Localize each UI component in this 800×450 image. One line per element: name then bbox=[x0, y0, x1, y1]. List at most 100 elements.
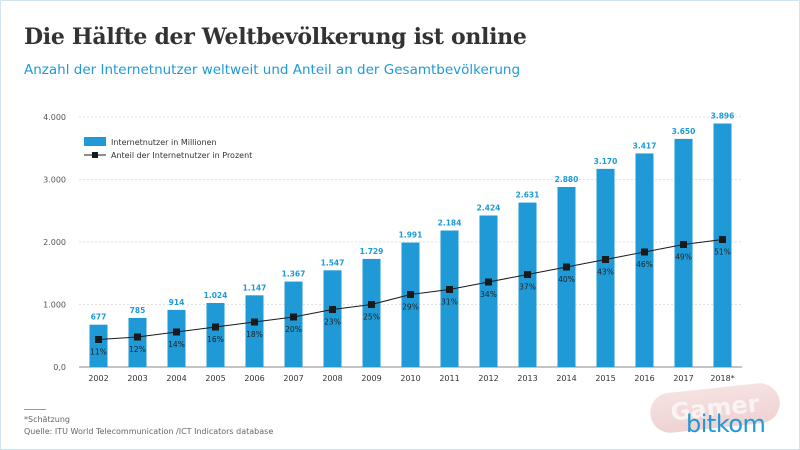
bar bbox=[362, 258, 381, 367]
line-marker bbox=[680, 241, 687, 248]
y-tick-label: 2.000 bbox=[43, 238, 66, 247]
line-marker bbox=[251, 318, 258, 326]
line-marker bbox=[446, 286, 453, 293]
x-tick-label: 2014 bbox=[556, 374, 576, 383]
bar-value-label: 3.170 bbox=[594, 157, 618, 166]
bar-value-label: 2.424 bbox=[477, 204, 501, 213]
x-tick-label: 2011 bbox=[439, 374, 459, 383]
line-marker bbox=[641, 248, 648, 256]
bar-value-label: 2.631 bbox=[516, 191, 540, 200]
x-tick-label: 2016 bbox=[634, 374, 654, 383]
bar bbox=[674, 138, 693, 367]
bar-value-label: 3.650 bbox=[672, 127, 696, 136]
bar-value-label: 1.024 bbox=[204, 291, 228, 300]
line-layer bbox=[95, 236, 726, 343]
footnote-rule bbox=[24, 409, 46, 410]
legend-line-marker bbox=[92, 152, 98, 158]
bar-value-label: 1.547 bbox=[321, 258, 345, 267]
percent-label: 12% bbox=[129, 345, 146, 354]
percent-label: 49% bbox=[675, 253, 692, 262]
x-tick-label: 2003 bbox=[127, 374, 147, 383]
footnote: *Schätzung Quelle: ITU World Telecommuni… bbox=[24, 414, 273, 438]
percent-label: 31% bbox=[441, 298, 458, 307]
bar bbox=[557, 187, 576, 367]
x-tick-label: 2013 bbox=[517, 374, 537, 383]
legend: Internetnutzer in Millionen Anteil der I… bbox=[84, 137, 252, 160]
bar-value-label: 914 bbox=[169, 298, 185, 307]
x-tick-label: 2018* bbox=[710, 374, 734, 383]
percent-label: 34% bbox=[480, 290, 497, 299]
bar-value-label: 785 bbox=[130, 306, 146, 315]
bar-value-label: 3.896 bbox=[711, 112, 735, 121]
line-marker bbox=[290, 313, 297, 321]
legend-line-label: Anteil der Internetnutzer in Prozent bbox=[111, 151, 252, 160]
x-tick-label: 2004 bbox=[166, 374, 186, 383]
x-tick-label: 2012 bbox=[478, 374, 498, 383]
bar bbox=[89, 324, 108, 367]
percent-label: 51% bbox=[714, 248, 731, 257]
x-tick-label: 2010 bbox=[400, 374, 420, 383]
percent-label: 14% bbox=[168, 340, 185, 349]
bar-value-label: 2.184 bbox=[438, 219, 462, 228]
line-marker bbox=[368, 301, 375, 308]
percent-label: 46% bbox=[636, 260, 653, 269]
bar-value-label: 2.880 bbox=[555, 175, 579, 184]
line-marker bbox=[407, 291, 414, 298]
percent-label: 20% bbox=[285, 325, 302, 334]
bar-value-label: 1.729 bbox=[360, 247, 384, 256]
line-marker bbox=[95, 336, 102, 343]
page-subtitle: Anzahl der Internetnutzer weltweit und A… bbox=[24, 62, 521, 78]
bar bbox=[440, 230, 459, 367]
percent-label: 43% bbox=[597, 268, 614, 277]
line-marker bbox=[563, 263, 570, 271]
footnote-estimate: *Schätzung bbox=[24, 415, 71, 424]
bar-value-label: 1.367 bbox=[282, 270, 306, 279]
bar bbox=[713, 123, 732, 367]
percent-label: 18% bbox=[246, 330, 263, 339]
percent-label: 16% bbox=[207, 335, 224, 344]
bar-value-label: 3.417 bbox=[633, 141, 657, 150]
line-marker bbox=[134, 333, 141, 341]
bar bbox=[635, 153, 654, 367]
x-tick-label: 2002 bbox=[88, 374, 108, 383]
bar-value-label: 1.991 bbox=[399, 231, 423, 240]
percent-label: 25% bbox=[363, 313, 380, 322]
label-layer: 677 785 914 1.024 1.147 1.367 1.547 1.729 1.991 2… bbox=[90, 112, 734, 357]
line-marker bbox=[212, 323, 219, 331]
line-marker bbox=[329, 306, 336, 313]
x-tick-label: 2005 bbox=[205, 374, 225, 383]
line-marker bbox=[719, 236, 726, 243]
percent-label: 37% bbox=[519, 283, 536, 292]
percent-label: 40% bbox=[558, 275, 575, 284]
bar-value-label: 1.147 bbox=[243, 283, 267, 292]
bar bbox=[245, 295, 264, 367]
legend-bar-swatch bbox=[84, 137, 106, 146]
bar bbox=[518, 202, 537, 367]
footnote-source: Quelle: ITU World Telecommunication /ICT… bbox=[24, 427, 274, 436]
bar bbox=[206, 303, 225, 367]
x-tick-label: 2008 bbox=[322, 374, 342, 383]
bar bbox=[284, 281, 303, 367]
line-marker bbox=[524, 271, 531, 278]
page-title: Die Hälfte der Weltbevölkerung ist onlin… bbox=[24, 24, 527, 50]
x-tick-label: 2015 bbox=[595, 374, 615, 383]
bar-layer bbox=[89, 123, 732, 367]
line-marker bbox=[602, 256, 609, 263]
bar bbox=[596, 168, 615, 367]
line-marker bbox=[173, 328, 180, 336]
y-tick-label: 0,0 bbox=[53, 363, 66, 372]
y-tick-label: 4.000 bbox=[43, 113, 66, 122]
bar bbox=[479, 215, 498, 367]
x-tick-label: 2007 bbox=[283, 374, 303, 383]
percent-label: 29% bbox=[402, 303, 419, 312]
legend-bar-label: Internetnutzer in Millionen bbox=[111, 138, 217, 147]
y-tick-label: 1.000 bbox=[43, 301, 66, 310]
bar-value-label: 677 bbox=[91, 313, 107, 322]
percent-label: 23% bbox=[324, 318, 341, 327]
x-tick-label: 2006 bbox=[244, 374, 264, 383]
axis-layer: 0,0 1.000 2.000 3.000 4.000 2002 2003 2004 2005 2… bbox=[43, 113, 735, 383]
percent-label: 11% bbox=[90, 348, 107, 357]
bar bbox=[323, 270, 342, 367]
x-tick-label: 2017 bbox=[673, 374, 693, 383]
